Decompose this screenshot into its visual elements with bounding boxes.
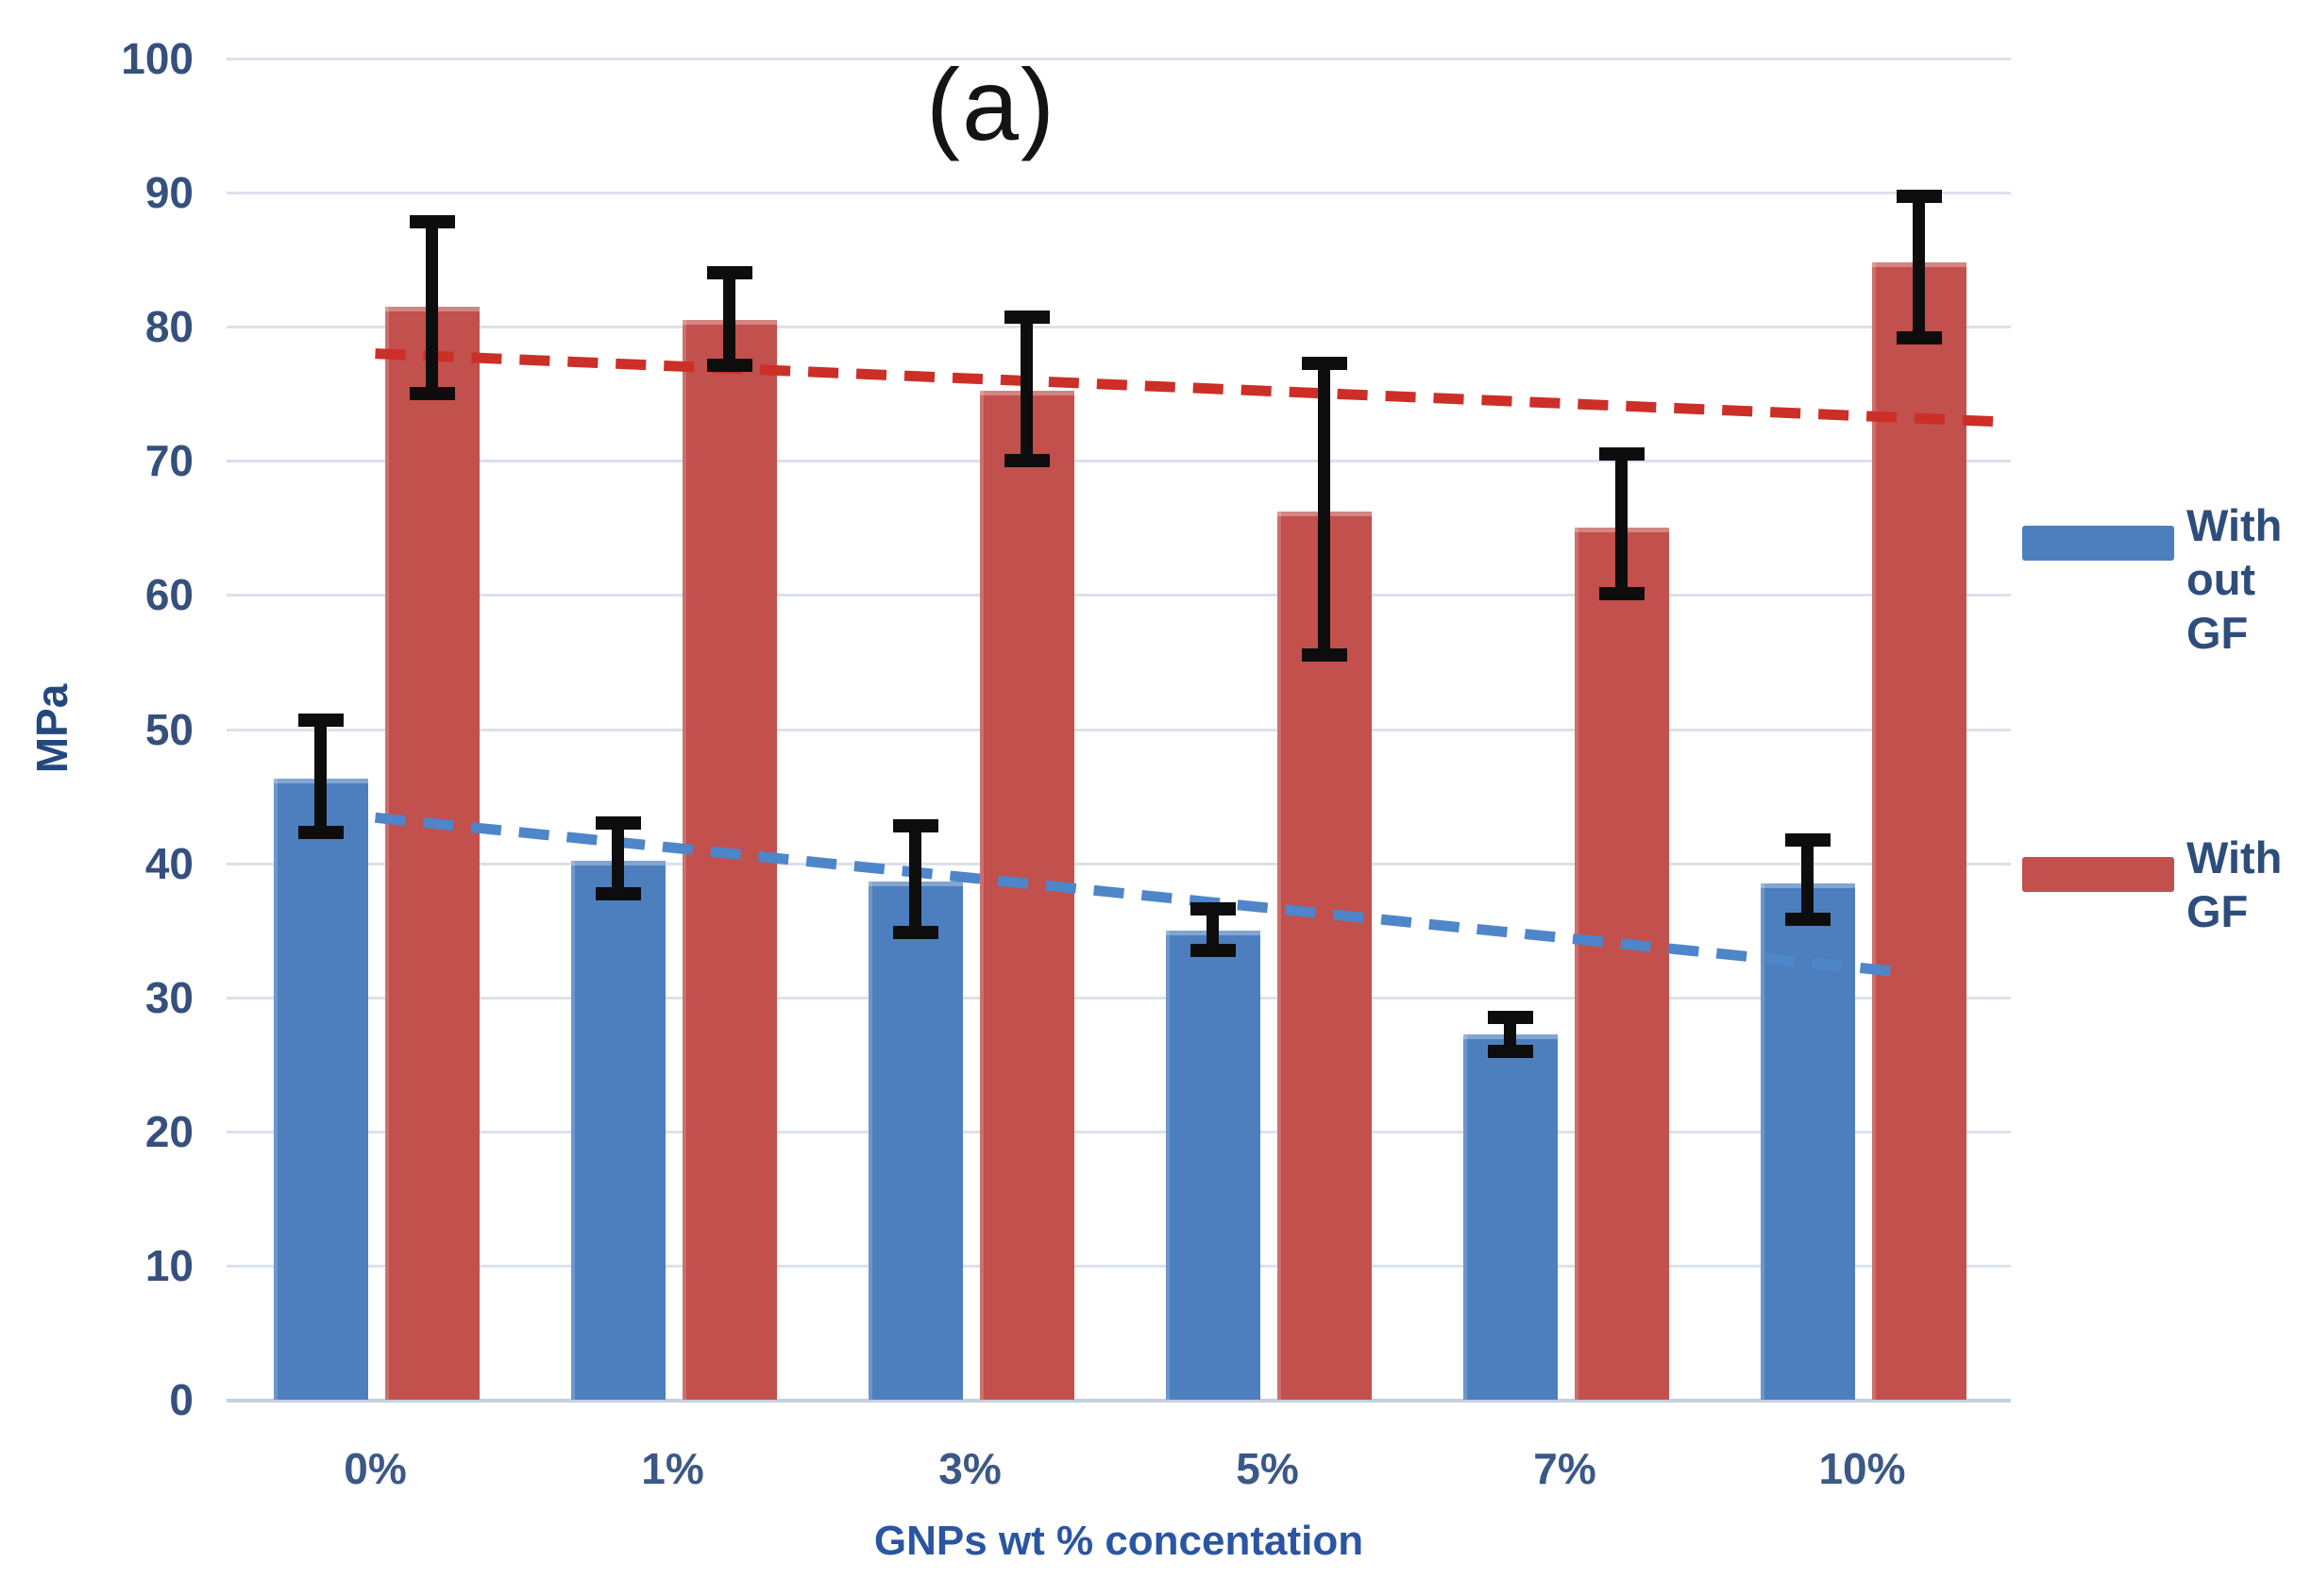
bar-with-gf	[1574, 528, 1669, 1400]
gridline	[227, 728, 2011, 731]
y-tick-label: 40	[144, 838, 194, 888]
error-bar-cap-bottom	[1301, 648, 1347, 663]
y-tick-label: 30	[144, 972, 194, 1022]
error-bar-line	[1207, 908, 1219, 950]
error-bar-cap-bottom	[1487, 1044, 1533, 1058]
error-bar-line	[1913, 196, 1925, 338]
error-bar-cap-top	[297, 713, 344, 727]
error-bar-line	[909, 825, 921, 933]
x-axis-title: GNPs wt % concentation	[873, 1518, 1364, 1564]
error-bar-line	[426, 222, 438, 395]
bar-without-gf	[1760, 882, 1855, 1400]
y-tick-label: 80	[144, 302, 194, 352]
gridline	[227, 58, 2011, 60]
error-bar-cap-bottom	[1598, 586, 1645, 600]
error-bar-cap-top	[409, 215, 455, 229]
y-tick-label: 10	[144, 1240, 194, 1290]
bar-without-gf	[868, 882, 963, 1400]
gridline	[227, 192, 2011, 195]
gridline	[227, 862, 2011, 865]
error-bar-line	[1615, 454, 1628, 594]
y-tick-label: 0	[169, 1375, 194, 1424]
error-bar-cap-top	[706, 266, 752, 280]
bar-without-gf	[1165, 930, 1260, 1400]
bar-with-gf	[384, 306, 480, 1400]
bar-with-gf	[979, 391, 1074, 1400]
error-bar-cap-top	[1190, 901, 1236, 916]
trendline-with-gf	[375, 348, 2006, 428]
error-bar-cap-bottom	[1190, 943, 1236, 957]
bar-with-gf	[682, 320, 777, 1400]
bar-without-gf	[273, 779, 368, 1400]
error-bar-cap-bottom	[1004, 454, 1050, 468]
gridline	[227, 594, 2011, 597]
error-bar-cap-bottom	[892, 926, 938, 940]
error-bar-cap-bottom	[1896, 330, 1942, 344]
error-bar-cap-top	[1004, 311, 1050, 325]
legend-label-with-gf: With GF	[2186, 832, 2283, 936]
error-bar-line	[723, 273, 735, 366]
y-tick-label: 90	[144, 168, 194, 218]
error-bar-cap-bottom	[409, 387, 455, 401]
error-bar-cap-top	[1301, 356, 1347, 370]
bar-without-gf	[1462, 1034, 1558, 1400]
error-bar-cap-top	[1784, 833, 1831, 848]
x-tick-label: 3%	[938, 1444, 1002, 1493]
gridline	[227, 1130, 2011, 1134]
legend-swatch-with-gf	[2022, 857, 2174, 892]
bar-with-gf	[1871, 261, 1966, 1400]
gridline	[227, 996, 2011, 1000]
legend-swatch-without-gf	[2022, 526, 2174, 561]
gridline	[227, 1264, 2011, 1268]
gridline	[227, 460, 2011, 463]
error-bar-line	[314, 719, 327, 832]
y-tick-label: 100	[121, 34, 194, 83]
x-tick-label: 1%	[641, 1444, 704, 1493]
bar-without-gf	[570, 860, 666, 1400]
error-bar-line	[1318, 362, 1330, 656]
chart-title: (a)	[926, 47, 1056, 161]
y-axis-title: MPa	[27, 683, 76, 774]
error-bar-line	[612, 822, 624, 895]
x-tick-label: 10%	[1818, 1444, 1906, 1493]
error-bar-line	[1504, 1017, 1516, 1051]
error-bar-cap-top	[1896, 190, 1942, 204]
error-bar-cap-bottom	[297, 825, 344, 839]
x-axis-line	[227, 1399, 2011, 1403]
error-bar-cap-top	[595, 815, 641, 830]
x-tick-label: 0%	[344, 1444, 407, 1493]
x-tick-label: 7%	[1533, 1444, 1596, 1493]
legend-label-without-gf: With out GF	[2186, 500, 2283, 658]
y-tick-label: 60	[144, 570, 194, 620]
error-bar-cap-bottom	[1784, 913, 1831, 927]
gridline	[227, 326, 2011, 329]
error-bar-cap-top	[1598, 447, 1645, 462]
error-bar-cap-bottom	[706, 359, 752, 373]
error-bar-line	[1021, 317, 1033, 462]
error-bar-cap-top	[892, 818, 938, 832]
error-bar-cap-bottom	[595, 887, 641, 901]
y-tick-label: 50	[144, 704, 194, 754]
y-tick-label: 20	[144, 1106, 194, 1156]
error-bar-cap-top	[1487, 1011, 1533, 1024]
y-tick-label: 70	[144, 436, 194, 486]
x-tick-label: 5%	[1236, 1444, 1299, 1493]
error-bar-line	[1801, 840, 1814, 920]
